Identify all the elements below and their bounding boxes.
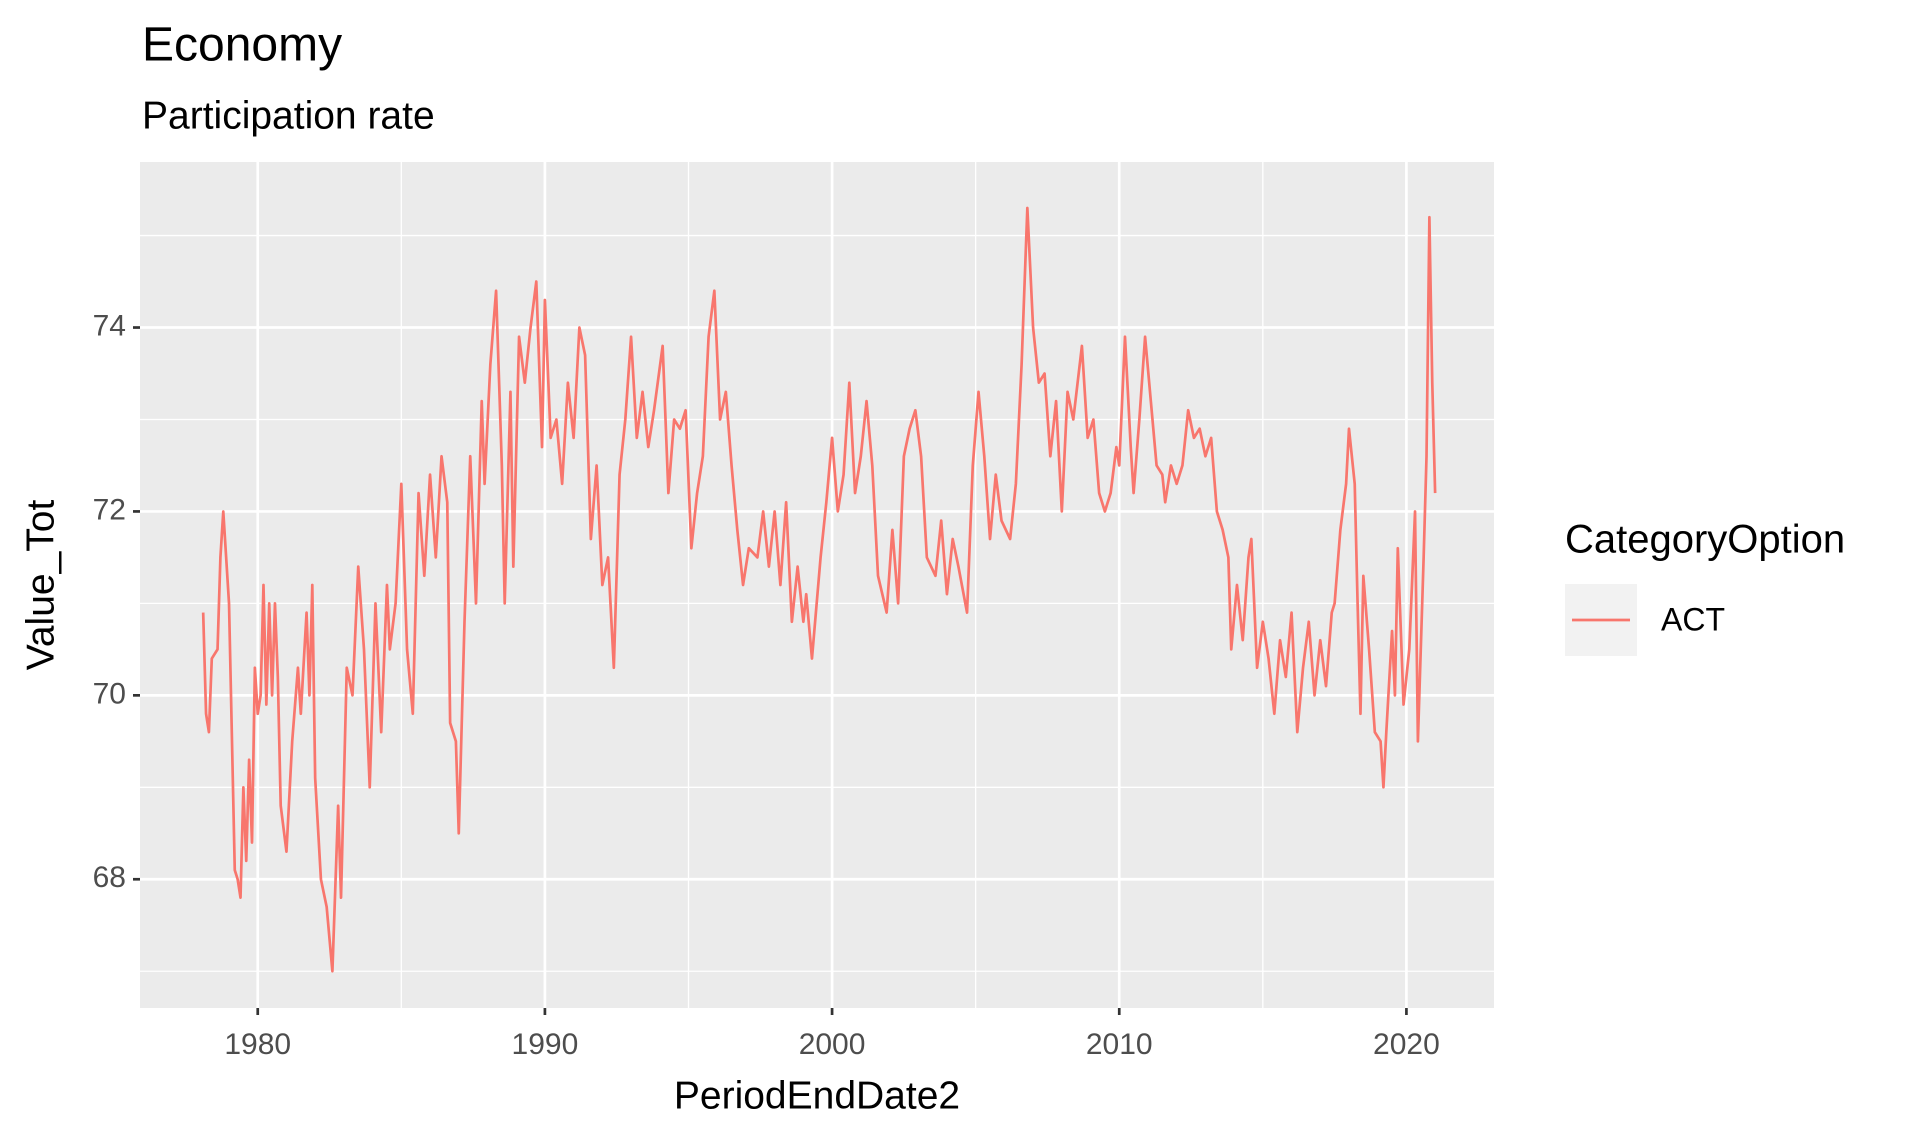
x-tick-label: 1990 — [512, 1028, 579, 1061]
y-axis-title: Value_Tot — [19, 500, 62, 671]
data-line — [201, 206, 1437, 973]
chart-title: Economy — [142, 19, 342, 72]
y-tick-label: 72 — [93, 493, 126, 526]
y-tick-label: 70 — [93, 677, 126, 710]
legend-label: ACT — [1661, 601, 1725, 637]
x-tick-label: 2010 — [1086, 1028, 1153, 1061]
x-tick-label: 1980 — [224, 1028, 291, 1061]
x-tick-label: 2000 — [799, 1028, 866, 1061]
x-axis-title: PeriodEndDate2 — [674, 1074, 960, 1117]
legend-title: CategoryOption — [1565, 518, 1845, 562]
y-tick-label: 68 — [93, 861, 126, 894]
x-tick-label: 2020 — [1373, 1028, 1440, 1061]
chart-subtitle: Participation rate — [142, 94, 435, 137]
y-tick-label: 74 — [93, 309, 126, 342]
